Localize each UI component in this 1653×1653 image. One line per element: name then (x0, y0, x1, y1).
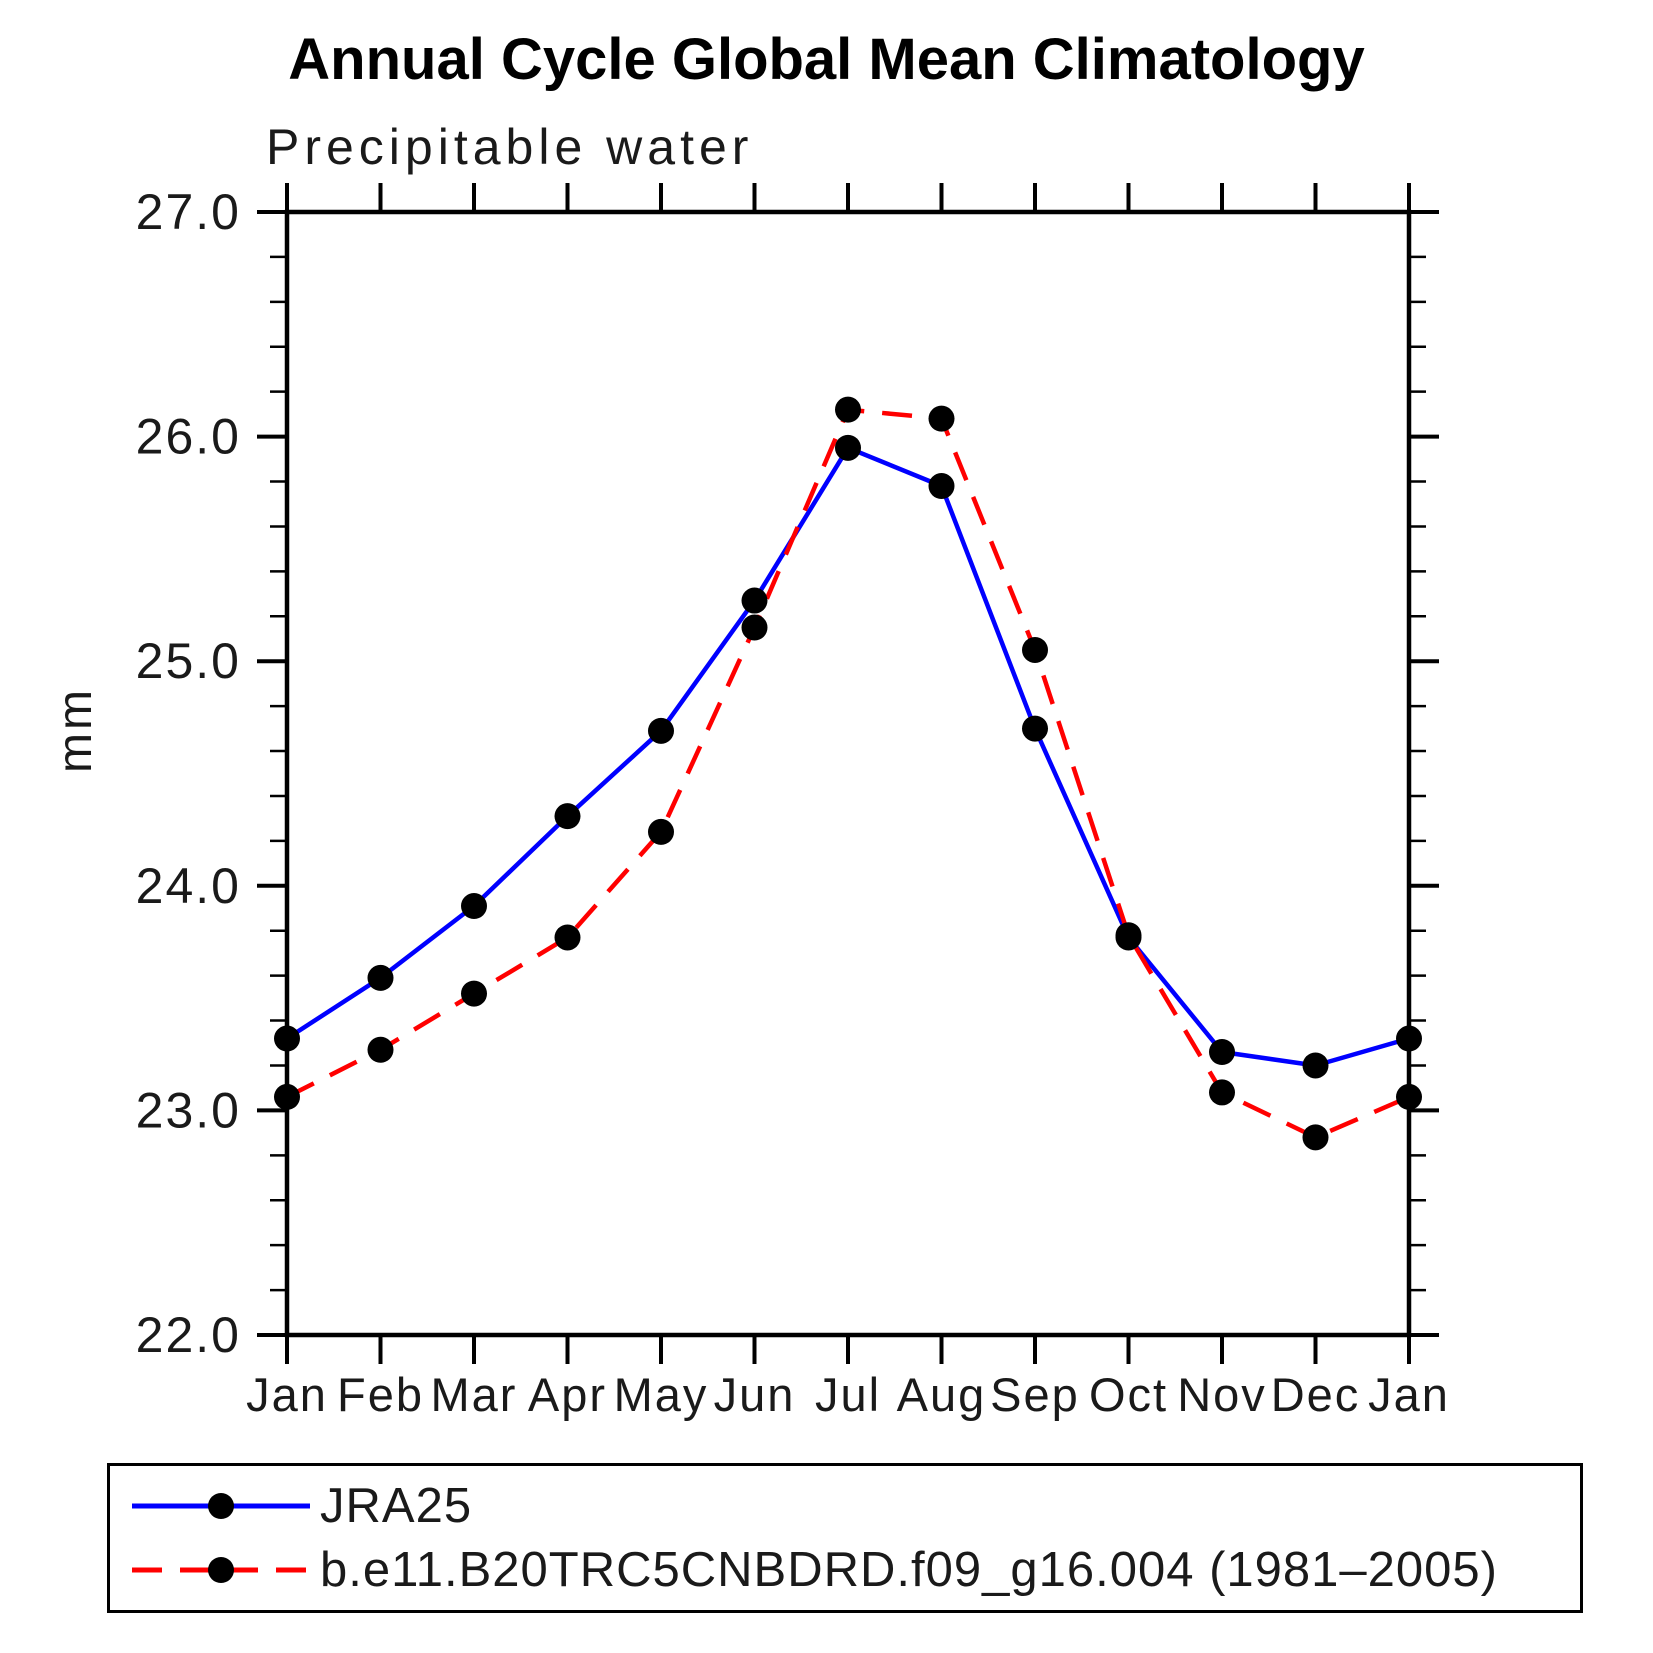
x-tick-label: Jul (815, 1368, 881, 1421)
x-tick-label: Dec (1271, 1368, 1361, 1421)
y-tick-label: 23.0 (136, 1082, 241, 1138)
data-point-marker (1302, 1052, 1329, 1079)
y-tick-label: 26.0 (136, 409, 241, 465)
data-point-marker (1302, 1124, 1329, 1151)
data-point-marker (367, 1036, 394, 1063)
y-tick-label: 27.0 (136, 184, 241, 240)
legend-marker-circle (208, 1557, 234, 1583)
x-tick-label: Aug (897, 1368, 987, 1421)
axis-frame (284, 209, 1412, 1338)
data-point-marker (554, 924, 581, 951)
data-point-marker (741, 614, 768, 641)
chart-title: Annual Cycle Global Mean Climatology (288, 27, 1365, 92)
data-point-marker (1022, 636, 1048, 663)
series-line-1 (285, 407, 1410, 1140)
data-point-marker (1396, 1025, 1422, 1052)
data-point-marker (648, 818, 674, 845)
x-tick-label: Mar (431, 1368, 518, 1421)
x-tick-label: Jun (714, 1368, 796, 1421)
data-point-marker (461, 893, 487, 920)
data-point-marker (1209, 1039, 1235, 1066)
data-point-marker (1115, 922, 1142, 949)
y-tick-label: 25.0 (136, 633, 241, 689)
data-point-marker (1022, 715, 1048, 742)
data-point-marker (367, 964, 394, 991)
x-tick-label: Nov (1177, 1368, 1267, 1421)
x-tick-label: May (614, 1368, 709, 1421)
data-point-marker (1209, 1079, 1235, 1106)
x-tick-label: Feb (337, 1368, 424, 1421)
x-tick-label: Jan (246, 1368, 328, 1421)
legend-label-jra25: JRA25 (320, 1479, 473, 1533)
data-point-marker (554, 803, 581, 830)
data-point-marker (928, 473, 955, 500)
data-point-marker (274, 1025, 300, 1052)
y-tick-label: 22.0 (136, 1307, 241, 1363)
legend-box: JRA25 b.e11.B20TRC5CNBDRD.f09_g16.004 (1… (107, 1463, 1583, 1613)
legend-marker-circle (208, 1493, 234, 1519)
legend-sample-dashed-line (132, 1557, 310, 1583)
series-line-0 (285, 445, 1410, 1068)
legend-sample-solid-line (132, 1493, 310, 1519)
data-point-marker (835, 396, 861, 423)
data-point-marker (461, 980, 487, 1007)
x-tick-label: Oct (1089, 1368, 1168, 1421)
data-point-marker (648, 717, 674, 744)
x-tick-label: Apr (528, 1368, 607, 1421)
data-point-marker (741, 587, 768, 614)
x-tick-label: Jan (1368, 1368, 1450, 1421)
chart-subtitle: Precipitable water (266, 119, 754, 175)
legend-entry-model: b.e11.B20TRC5CNBDRD.f09_g16.004 (1981–20… (124, 1543, 1580, 1597)
y-tick-label: 24.0 (136, 858, 241, 914)
legend-entry-jra25: JRA25 (124, 1479, 1580, 1533)
data-point-marker (274, 1083, 300, 1110)
data-point-marker (928, 405, 955, 432)
x-tick-label: Sep (990, 1368, 1080, 1421)
data-point-marker (835, 434, 861, 461)
legend-label-model: b.e11.B20TRC5CNBDRD.f09_g16.004 (1981–20… (320, 1543, 1498, 1597)
data-point-marker (1396, 1083, 1422, 1110)
